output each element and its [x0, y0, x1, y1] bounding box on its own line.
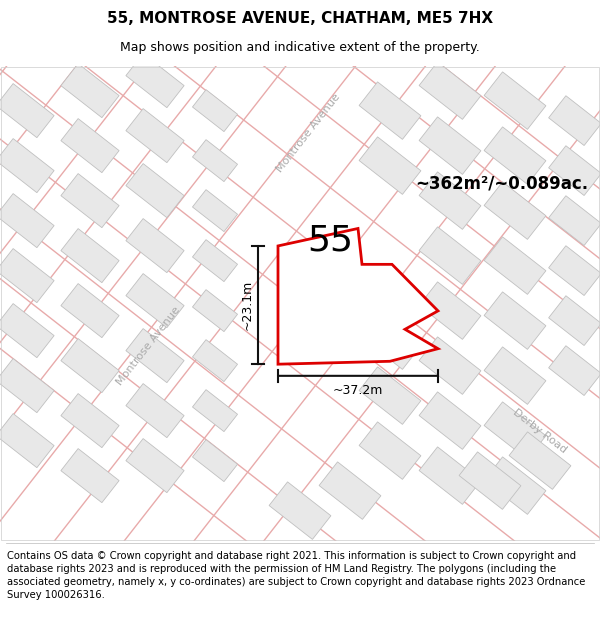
Polygon shape	[269, 482, 331, 539]
Polygon shape	[0, 194, 54, 248]
Text: Derby Road: Derby Road	[511, 407, 569, 454]
Polygon shape	[126, 329, 184, 382]
Polygon shape	[126, 219, 184, 272]
Polygon shape	[484, 127, 546, 184]
Polygon shape	[419, 227, 481, 284]
Polygon shape	[193, 289, 238, 332]
Polygon shape	[548, 96, 600, 146]
Polygon shape	[278, 229, 438, 364]
Polygon shape	[0, 84, 54, 138]
Polygon shape	[509, 432, 571, 489]
Text: ~37.2m: ~37.2m	[333, 384, 383, 397]
Polygon shape	[484, 347, 546, 404]
Polygon shape	[419, 282, 481, 339]
Polygon shape	[0, 249, 54, 302]
Polygon shape	[126, 384, 184, 438]
Polygon shape	[126, 274, 184, 328]
Polygon shape	[193, 439, 238, 482]
Polygon shape	[359, 82, 421, 139]
Polygon shape	[0, 139, 54, 192]
Polygon shape	[359, 137, 421, 194]
Polygon shape	[548, 196, 600, 246]
Polygon shape	[0, 359, 54, 413]
Polygon shape	[359, 367, 421, 424]
Polygon shape	[419, 172, 481, 229]
Polygon shape	[0, 414, 54, 468]
Polygon shape	[193, 189, 238, 232]
Polygon shape	[419, 117, 481, 174]
Polygon shape	[126, 164, 184, 217]
Polygon shape	[484, 182, 546, 239]
Polygon shape	[419, 337, 481, 394]
Polygon shape	[61, 229, 119, 282]
Polygon shape	[484, 237, 546, 294]
Polygon shape	[61, 64, 119, 118]
Text: Montrose Avenue: Montrose Avenue	[114, 304, 182, 387]
Polygon shape	[0, 304, 54, 358]
Polygon shape	[193, 339, 238, 382]
Polygon shape	[61, 119, 119, 172]
Polygon shape	[419, 62, 481, 119]
Polygon shape	[484, 457, 546, 514]
Polygon shape	[61, 339, 119, 392]
Polygon shape	[193, 389, 238, 432]
Text: ~362m²/~0.089ac.: ~362m²/~0.089ac.	[415, 174, 588, 192]
Polygon shape	[193, 139, 238, 182]
Polygon shape	[548, 346, 600, 396]
Polygon shape	[193, 239, 238, 282]
Polygon shape	[126, 109, 184, 162]
Polygon shape	[548, 296, 600, 346]
Polygon shape	[359, 422, 421, 479]
Polygon shape	[359, 312, 421, 369]
Text: 55: 55	[307, 224, 353, 258]
Polygon shape	[319, 462, 381, 519]
Polygon shape	[61, 284, 119, 338]
Text: ~23.1m: ~23.1m	[241, 280, 254, 330]
Polygon shape	[61, 449, 119, 503]
Polygon shape	[484, 292, 546, 349]
Polygon shape	[126, 54, 184, 107]
Polygon shape	[193, 89, 238, 132]
Text: Montrose Avenue: Montrose Avenue	[274, 91, 342, 174]
Polygon shape	[419, 447, 481, 504]
Polygon shape	[459, 452, 521, 509]
Polygon shape	[61, 174, 119, 228]
Polygon shape	[548, 146, 600, 196]
Polygon shape	[548, 246, 600, 296]
Polygon shape	[126, 439, 184, 493]
Polygon shape	[61, 394, 119, 448]
Text: Map shows position and indicative extent of the property.: Map shows position and indicative extent…	[120, 41, 480, 54]
Polygon shape	[419, 392, 481, 449]
Text: Contains OS data © Crown copyright and database right 2021. This information is : Contains OS data © Crown copyright and d…	[7, 551, 586, 601]
Polygon shape	[484, 72, 546, 129]
Polygon shape	[484, 402, 546, 459]
Text: 55, MONTROSE AVENUE, CHATHAM, ME5 7HX: 55, MONTROSE AVENUE, CHATHAM, ME5 7HX	[107, 11, 493, 26]
